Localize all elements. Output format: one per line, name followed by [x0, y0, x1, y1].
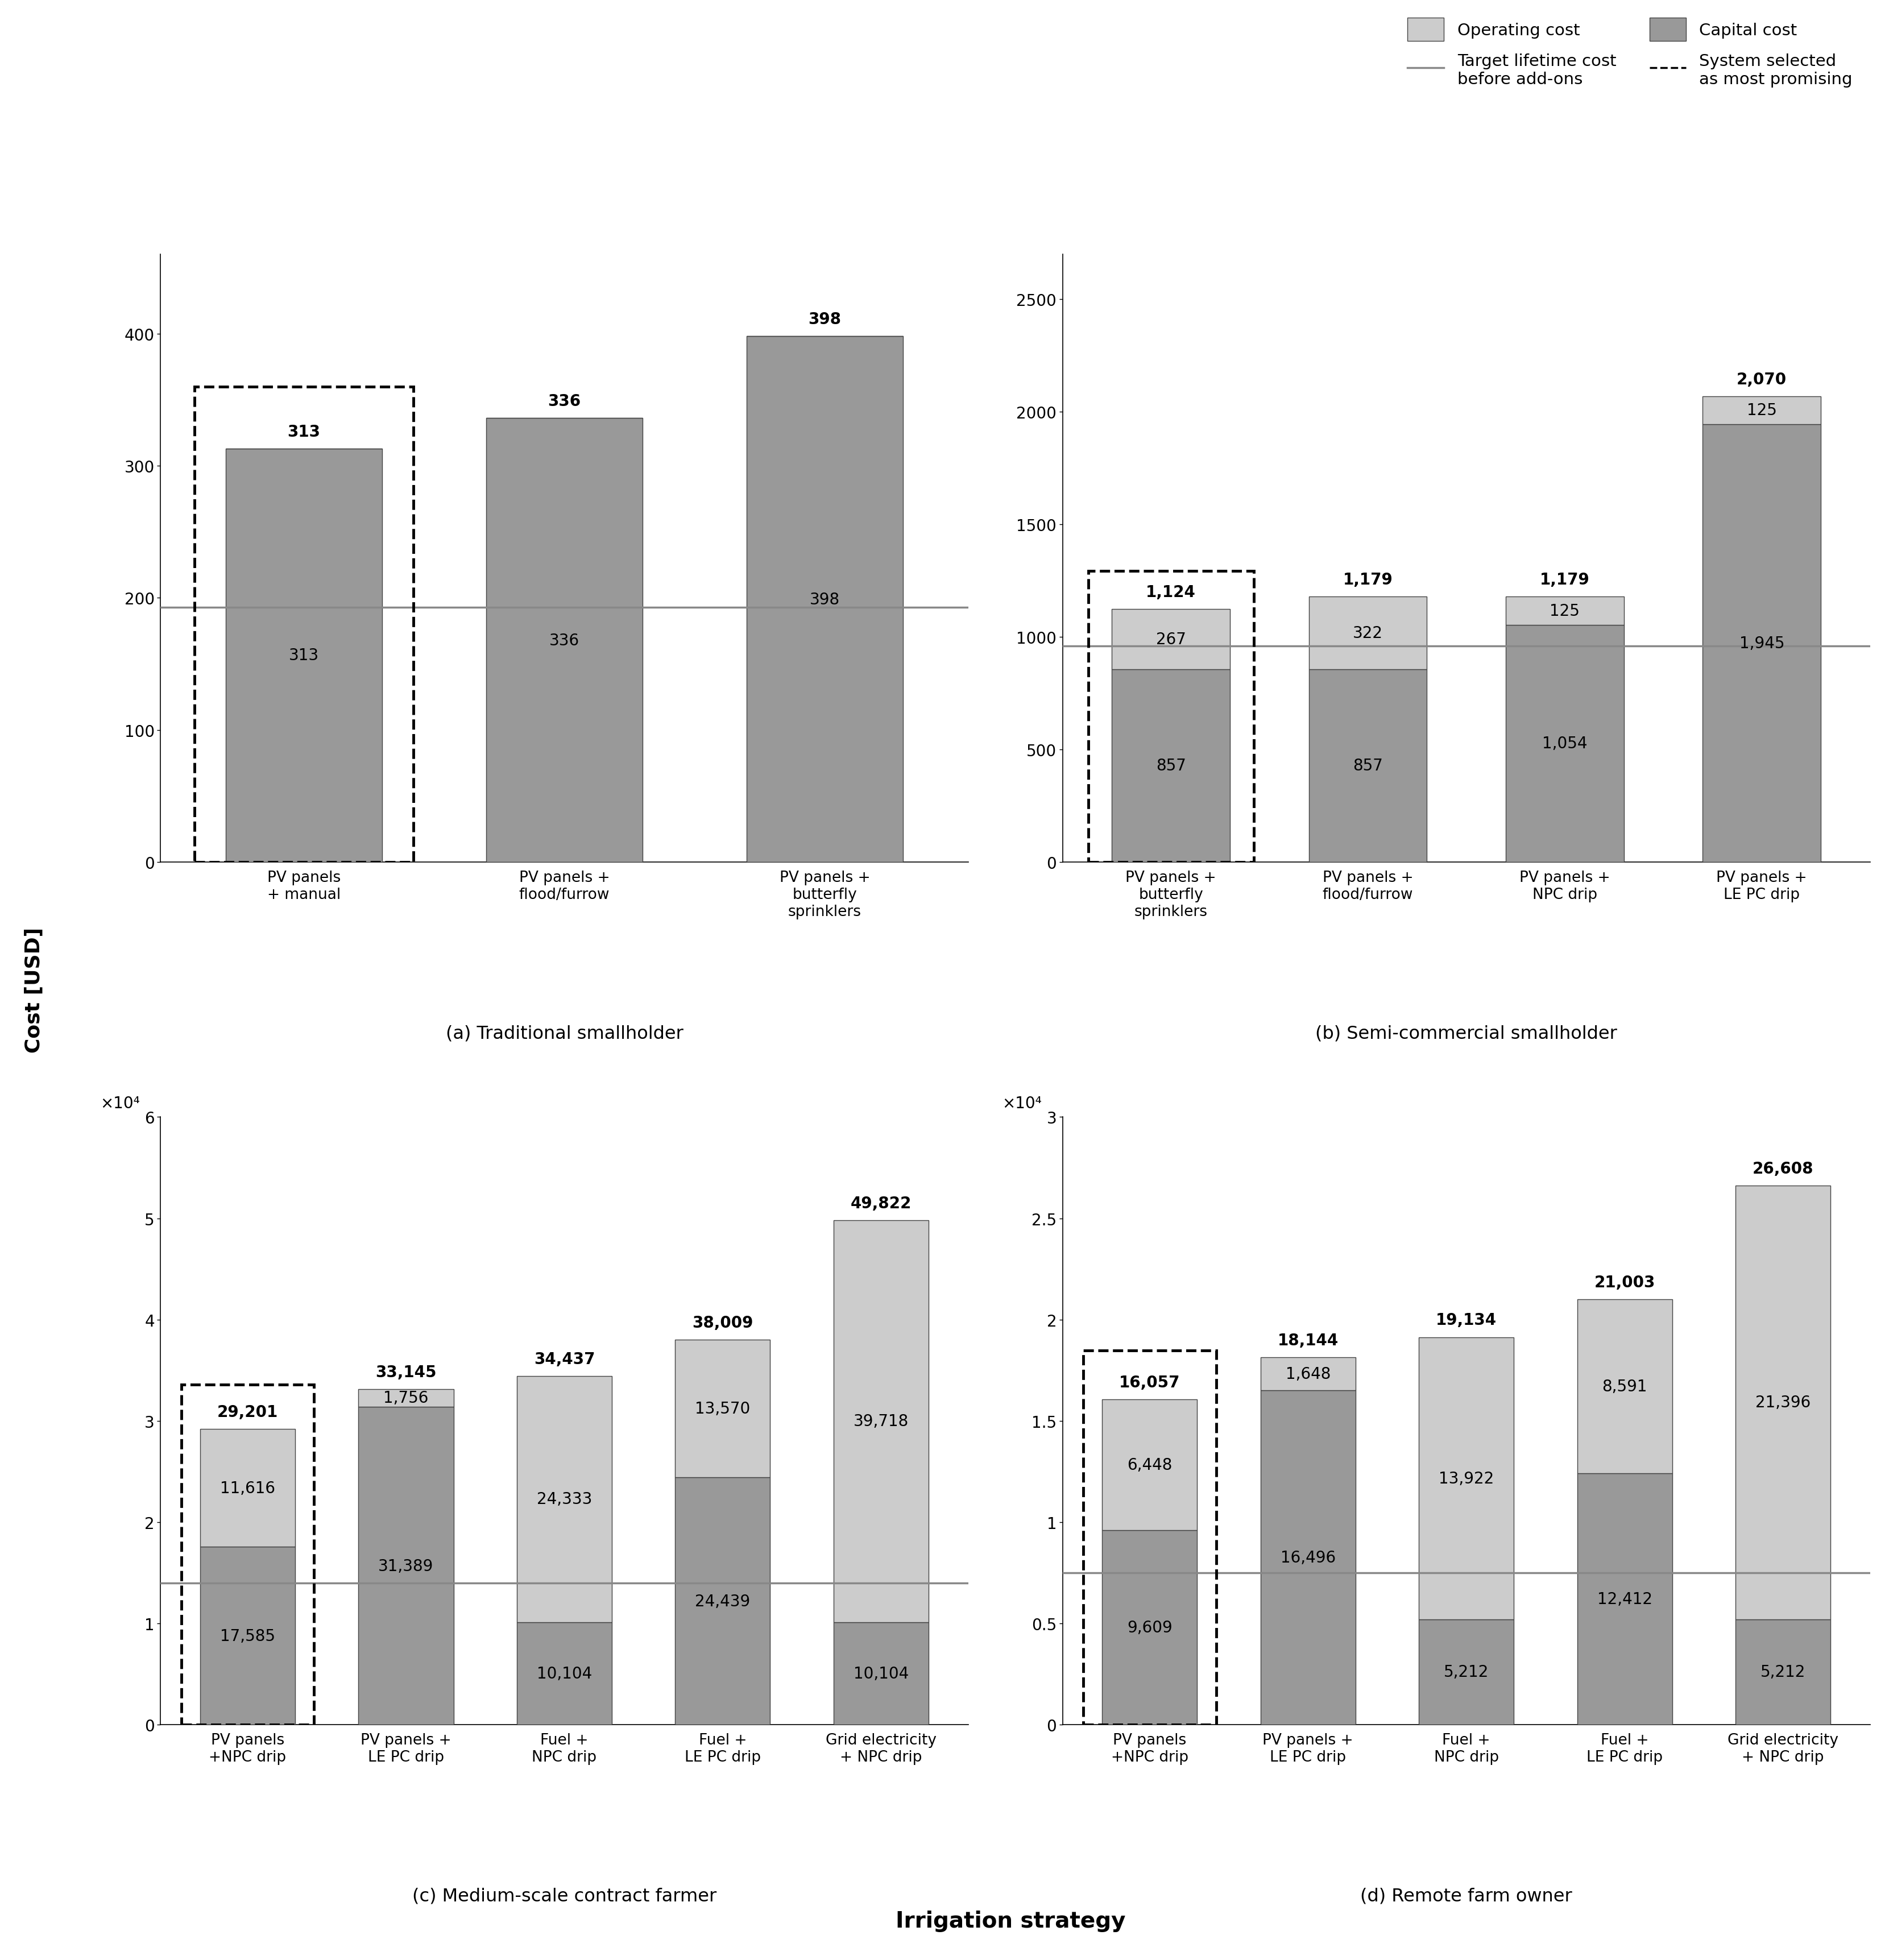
- Bar: [674, 1478, 771, 1725]
- Text: 125: 125: [1549, 604, 1579, 619]
- Text: 1,648: 1,648: [1285, 1366, 1330, 1382]
- Bar: [1113, 670, 1230, 862]
- Text: Irrigation strategy: Irrigation strategy: [895, 1909, 1126, 1933]
- Text: 5,212: 5,212: [1761, 1664, 1806, 1680]
- Text: 1,945: 1,945: [1740, 635, 1785, 651]
- Bar: [518, 1623, 612, 1725]
- Text: 857: 857: [1353, 759, 1383, 774]
- Text: 13,922: 13,922: [1439, 1470, 1494, 1486]
- Text: 11,616: 11,616: [221, 1480, 276, 1495]
- Text: 16,057: 16,057: [1118, 1374, 1181, 1390]
- Text: 16,496: 16,496: [1281, 1550, 1336, 1566]
- Text: 24,439: 24,439: [695, 1593, 750, 1609]
- Text: 24,333: 24,333: [536, 1492, 591, 1507]
- Text: 49,822: 49,822: [850, 1196, 912, 1211]
- Text: 398: 398: [810, 592, 841, 608]
- Text: 2,070: 2,070: [1736, 372, 1787, 388]
- Text: 1,179: 1,179: [1540, 572, 1591, 588]
- Bar: [1577, 1474, 1672, 1725]
- Title: (b) Semi-commercial smallholder: (b) Semi-commercial smallholder: [1315, 1025, 1617, 1043]
- Text: 6,448: 6,448: [1128, 1456, 1173, 1472]
- Bar: [1736, 1186, 1830, 1619]
- Text: 336: 336: [548, 394, 580, 410]
- Bar: [1702, 425, 1821, 862]
- Text: 19,134: 19,134: [1436, 1313, 1496, 1329]
- Text: 31,389: 31,389: [378, 1558, 434, 1574]
- Text: 12,412: 12,412: [1596, 1592, 1653, 1607]
- Text: 26,608: 26,608: [1753, 1160, 1813, 1176]
- Bar: [359, 1407, 453, 1725]
- Text: 10,104: 10,104: [854, 1666, 909, 1682]
- Bar: [200, 1546, 295, 1725]
- Text: 34,437: 34,437: [535, 1350, 595, 1366]
- Text: 39,718: 39,718: [854, 1413, 909, 1429]
- Bar: [674, 1341, 771, 1478]
- Text: 267: 267: [1156, 631, 1186, 647]
- Text: 10,104: 10,104: [536, 1666, 591, 1682]
- Bar: [1419, 1619, 1513, 1725]
- Text: 8,591: 8,591: [1602, 1378, 1647, 1394]
- Bar: [485, 419, 642, 862]
- Bar: [1702, 396, 1821, 425]
- Bar: [1101, 1399, 1198, 1531]
- Bar: [200, 1429, 295, 1546]
- Title: (c) Medium-scale contract farmer: (c) Medium-scale contract farmer: [412, 1887, 716, 1905]
- Title: (d) Remote farm owner: (d) Remote farm owner: [1360, 1887, 1572, 1905]
- Title: (a) Traditional smallholder: (a) Traditional smallholder: [446, 1025, 684, 1043]
- Text: 398: 398: [808, 312, 841, 327]
- Legend: Operating cost, Target lifetime cost
before add-ons, Capital cost, System select: Operating cost, Target lifetime cost bef…: [1407, 18, 1853, 88]
- Bar: [1101, 1531, 1198, 1725]
- Bar: [746, 337, 903, 862]
- Text: ×10⁴: ×10⁴: [1001, 1096, 1041, 1111]
- Bar: [1260, 1392, 1356, 1725]
- Text: 38,009: 38,009: [691, 1315, 754, 1331]
- Bar: [1577, 1299, 1672, 1474]
- Bar: [1260, 1358, 1356, 1392]
- Text: 322: 322: [1353, 625, 1383, 641]
- Text: 18,144: 18,144: [1277, 1333, 1339, 1348]
- Bar: [1309, 598, 1426, 670]
- Text: 21,396: 21,396: [1755, 1396, 1812, 1411]
- Bar: [1506, 625, 1625, 862]
- Text: 336: 336: [550, 633, 580, 649]
- Text: 313: 313: [289, 647, 319, 664]
- Bar: [1506, 598, 1625, 625]
- Bar: [1736, 1619, 1830, 1725]
- Text: 29,201: 29,201: [217, 1403, 278, 1419]
- Text: 13,570: 13,570: [695, 1401, 750, 1417]
- Text: 313: 313: [287, 423, 321, 439]
- Text: ×10⁴: ×10⁴: [100, 1096, 140, 1111]
- Text: Cost [USD]: Cost [USD]: [25, 927, 43, 1053]
- Bar: [833, 1221, 929, 1623]
- Bar: [518, 1376, 612, 1623]
- Bar: [833, 1623, 929, 1725]
- Text: 9,609: 9,609: [1128, 1619, 1173, 1635]
- Text: 857: 857: [1156, 759, 1186, 774]
- Bar: [1419, 1337, 1513, 1619]
- Bar: [1113, 610, 1230, 670]
- Bar: [1309, 670, 1426, 862]
- Text: 1,124: 1,124: [1147, 584, 1196, 600]
- Text: 33,145: 33,145: [376, 1364, 436, 1380]
- Text: 1,756: 1,756: [383, 1390, 429, 1405]
- Bar: [359, 1390, 453, 1407]
- Text: 1,179: 1,179: [1343, 572, 1392, 588]
- Text: 21,003: 21,003: [1594, 1274, 1655, 1290]
- Text: 5,212: 5,212: [1443, 1664, 1489, 1680]
- Text: 1,054: 1,054: [1541, 735, 1587, 753]
- Bar: [225, 449, 382, 862]
- Text: 125: 125: [1747, 402, 1778, 419]
- Text: 17,585: 17,585: [221, 1629, 276, 1644]
